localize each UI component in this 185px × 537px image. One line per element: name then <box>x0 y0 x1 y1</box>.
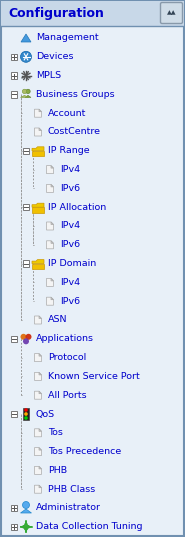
Bar <box>23 408 29 420</box>
Polygon shape <box>34 109 41 117</box>
Bar <box>1 1 184 26</box>
Circle shape <box>24 416 28 420</box>
Text: IPv4: IPv4 <box>60 165 80 174</box>
Polygon shape <box>39 429 41 431</box>
Circle shape <box>21 52 31 62</box>
Text: Account: Account <box>48 108 86 118</box>
Polygon shape <box>51 278 53 281</box>
Polygon shape <box>46 222 53 230</box>
Polygon shape <box>34 467 41 474</box>
Text: MPLS: MPLS <box>36 71 61 80</box>
Text: IP Domain: IP Domain <box>48 259 96 268</box>
Bar <box>11 505 17 511</box>
Bar <box>32 151 44 156</box>
Polygon shape <box>25 96 31 97</box>
Polygon shape <box>32 147 44 151</box>
Circle shape <box>24 412 28 416</box>
Text: Tos: Tos <box>48 429 63 437</box>
Circle shape <box>24 408 28 412</box>
Polygon shape <box>21 34 31 42</box>
Text: ASN: ASN <box>48 316 68 324</box>
Polygon shape <box>21 509 31 513</box>
Polygon shape <box>34 316 41 324</box>
Polygon shape <box>34 448 41 455</box>
Polygon shape <box>21 96 28 97</box>
Bar <box>32 264 44 269</box>
Polygon shape <box>32 203 44 207</box>
Bar <box>11 411 17 417</box>
Text: IP Range: IP Range <box>48 146 90 155</box>
Text: PHB: PHB <box>48 466 67 475</box>
Polygon shape <box>51 241 53 243</box>
Text: ▲▲: ▲▲ <box>167 11 176 16</box>
Circle shape <box>21 334 26 340</box>
Text: Configuration: Configuration <box>8 8 104 20</box>
Polygon shape <box>34 391 41 399</box>
Text: IPv6: IPv6 <box>60 297 80 306</box>
Polygon shape <box>39 353 41 356</box>
Polygon shape <box>39 467 41 469</box>
Polygon shape <box>51 222 53 224</box>
Text: Applications: Applications <box>36 335 94 343</box>
Bar <box>11 54 17 60</box>
Text: QoS: QoS <box>36 410 55 418</box>
Polygon shape <box>39 391 41 394</box>
Text: IP Allocation: IP Allocation <box>48 202 106 212</box>
Text: CostCentre: CostCentre <box>48 127 101 136</box>
Bar <box>32 207 44 213</box>
Polygon shape <box>46 184 53 192</box>
Polygon shape <box>39 109 41 112</box>
Circle shape <box>23 338 29 344</box>
Bar <box>11 72 17 79</box>
Polygon shape <box>46 297 53 305</box>
Circle shape <box>26 89 30 93</box>
Polygon shape <box>39 128 41 130</box>
Polygon shape <box>34 353 41 361</box>
Bar <box>23 148 29 154</box>
Text: Administrator: Administrator <box>36 504 101 512</box>
Bar <box>11 91 17 98</box>
Text: Tos Precedence: Tos Precedence <box>48 447 121 456</box>
Polygon shape <box>51 165 53 168</box>
Polygon shape <box>32 259 44 264</box>
Text: Data Collection Tuning: Data Collection Tuning <box>36 523 142 531</box>
Polygon shape <box>39 485 41 488</box>
Bar <box>23 204 29 211</box>
Text: Management: Management <box>36 33 99 42</box>
Polygon shape <box>39 448 41 450</box>
Bar <box>11 524 17 530</box>
Polygon shape <box>34 485 41 493</box>
Bar <box>23 260 29 267</box>
Text: Business Groups: Business Groups <box>36 90 115 99</box>
Text: IPv4: IPv4 <box>60 221 80 230</box>
Circle shape <box>22 89 27 93</box>
Text: IPv4: IPv4 <box>60 278 80 287</box>
Polygon shape <box>46 241 53 249</box>
Text: PHB Class: PHB Class <box>48 485 95 494</box>
Bar <box>11 336 17 342</box>
Text: All Ports: All Ports <box>48 391 87 400</box>
Polygon shape <box>34 372 41 380</box>
Circle shape <box>26 334 31 340</box>
Circle shape <box>23 502 29 509</box>
Polygon shape <box>51 297 53 300</box>
Text: Devices: Devices <box>36 52 73 61</box>
Text: Known Service Port: Known Service Port <box>48 372 140 381</box>
Polygon shape <box>39 316 41 318</box>
Text: IPv6: IPv6 <box>60 184 80 193</box>
Polygon shape <box>51 184 53 187</box>
Text: Protocol: Protocol <box>48 353 86 362</box>
FancyBboxPatch shape <box>161 3 182 24</box>
Text: IPv6: IPv6 <box>60 240 80 249</box>
Polygon shape <box>46 165 53 173</box>
Polygon shape <box>39 372 41 375</box>
Polygon shape <box>34 128 41 136</box>
Polygon shape <box>34 429 41 437</box>
Polygon shape <box>46 278 53 286</box>
